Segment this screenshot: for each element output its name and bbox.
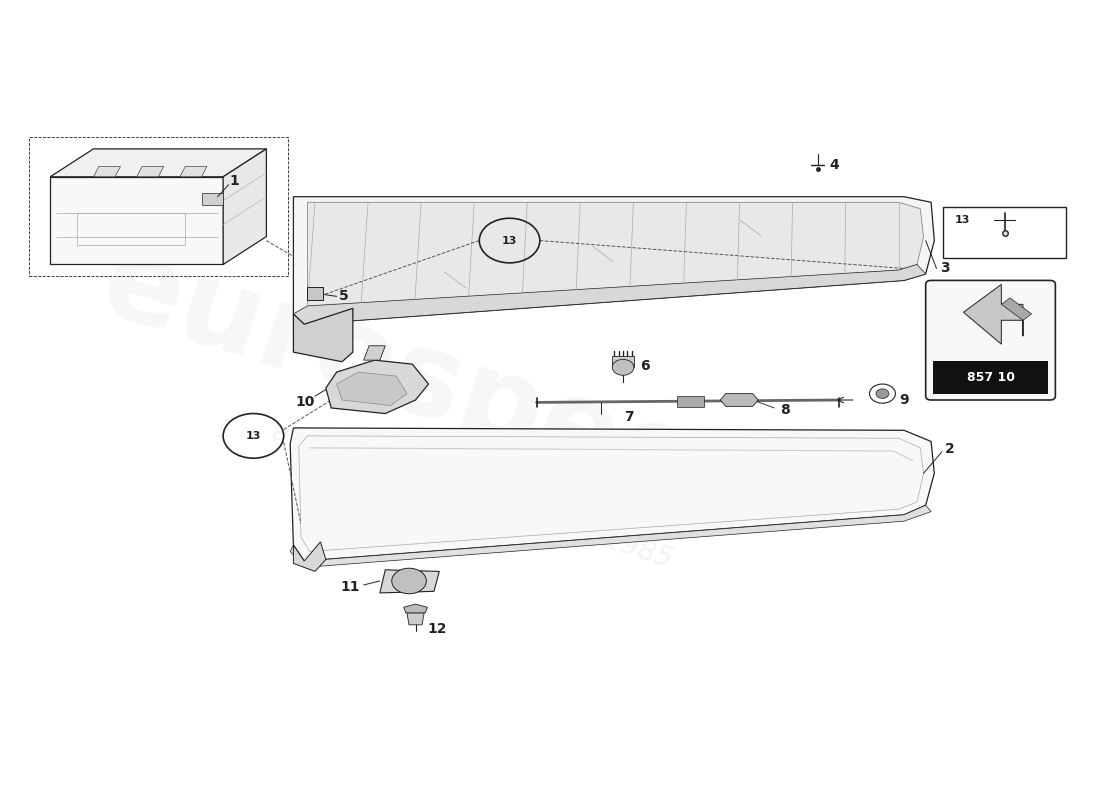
Polygon shape bbox=[136, 166, 164, 177]
Text: 5: 5 bbox=[339, 290, 349, 303]
Text: 1: 1 bbox=[229, 174, 239, 188]
Polygon shape bbox=[294, 265, 926, 324]
Polygon shape bbox=[964, 285, 1023, 344]
Text: 12: 12 bbox=[428, 622, 447, 636]
Polygon shape bbox=[720, 394, 758, 406]
Polygon shape bbox=[404, 604, 428, 613]
Polygon shape bbox=[613, 356, 634, 367]
Text: 2: 2 bbox=[945, 442, 955, 457]
Text: 8: 8 bbox=[780, 402, 790, 417]
Text: 4: 4 bbox=[829, 158, 838, 172]
Polygon shape bbox=[51, 149, 266, 177]
Text: 13: 13 bbox=[955, 215, 970, 225]
Polygon shape bbox=[1001, 298, 1032, 320]
Polygon shape bbox=[294, 542, 326, 571]
Text: 10: 10 bbox=[296, 394, 315, 409]
Circle shape bbox=[876, 389, 889, 398]
Polygon shape bbox=[51, 177, 223, 265]
Polygon shape bbox=[290, 428, 934, 561]
Text: 13: 13 bbox=[502, 235, 517, 246]
Polygon shape bbox=[294, 197, 934, 324]
Polygon shape bbox=[379, 570, 439, 593]
Polygon shape bbox=[326, 360, 429, 414]
Polygon shape bbox=[308, 286, 322, 299]
Polygon shape bbox=[337, 372, 407, 406]
Text: 13: 13 bbox=[245, 431, 261, 441]
Polygon shape bbox=[223, 149, 266, 265]
FancyBboxPatch shape bbox=[926, 281, 1055, 400]
Text: 11: 11 bbox=[341, 580, 361, 594]
Text: 7: 7 bbox=[624, 410, 634, 424]
Polygon shape bbox=[201, 193, 223, 205]
FancyBboxPatch shape bbox=[933, 361, 1048, 394]
Circle shape bbox=[392, 568, 427, 594]
Text: eurospecs: eurospecs bbox=[88, 225, 769, 543]
Text: 9: 9 bbox=[900, 393, 909, 407]
Text: 6: 6 bbox=[640, 358, 649, 373]
Polygon shape bbox=[94, 166, 121, 177]
Polygon shape bbox=[294, 308, 353, 362]
Text: 3: 3 bbox=[940, 262, 950, 275]
Polygon shape bbox=[678, 396, 704, 407]
Circle shape bbox=[613, 359, 634, 375]
Polygon shape bbox=[364, 346, 385, 360]
Text: a passion for parts since 1985: a passion for parts since 1985 bbox=[268, 418, 675, 574]
Polygon shape bbox=[180, 166, 207, 177]
Polygon shape bbox=[308, 202, 924, 312]
Polygon shape bbox=[290, 506, 931, 567]
Polygon shape bbox=[407, 613, 425, 625]
Text: 857 10: 857 10 bbox=[967, 371, 1014, 384]
